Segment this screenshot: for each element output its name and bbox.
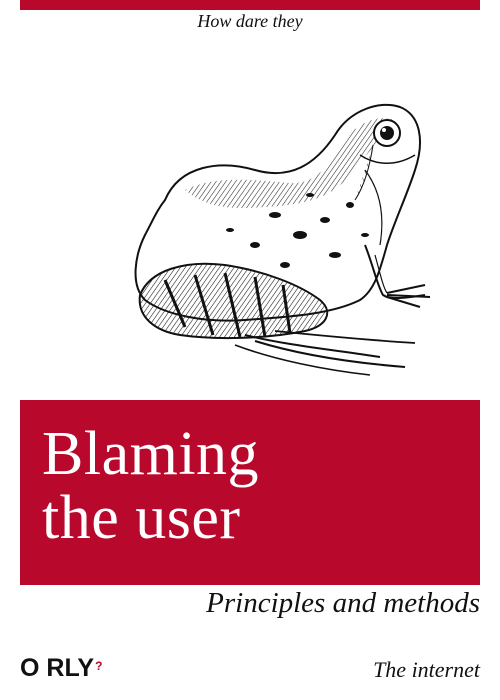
- publisher-logo: O RLY?: [20, 650, 102, 686]
- cover-tagline: How dare they: [197, 11, 303, 31]
- top-accent-bar: [20, 0, 480, 10]
- frog-icon: [134, 103, 431, 376]
- title-band: Blaming the user: [20, 400, 480, 585]
- book-author: The internet: [373, 657, 480, 682]
- book-title: Blaming the user: [42, 420, 260, 552]
- book-subtitle: Principles and methods: [206, 587, 480, 619]
- frog-illustration: [125, 95, 435, 380]
- publisher-name: O RLY: [20, 654, 95, 682]
- publisher-question-mark: ?: [95, 659, 103, 673]
